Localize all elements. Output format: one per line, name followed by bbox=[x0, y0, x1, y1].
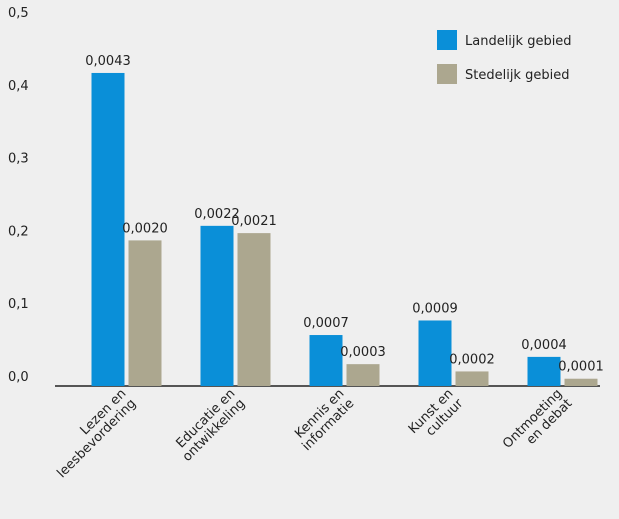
legend-label: Stedelijk gebied bbox=[465, 68, 569, 83]
y-tick-label: 0,1 bbox=[8, 297, 29, 312]
value-label: 0,0022 bbox=[194, 207, 240, 222]
x-tick-label: Lezen enleesbevordering bbox=[45, 386, 140, 481]
bar bbox=[200, 225, 234, 386]
bar bbox=[564, 378, 598, 386]
value-label: 0,0003 bbox=[340, 345, 386, 360]
y-tick-label: 0,3 bbox=[8, 152, 29, 167]
bar bbox=[309, 335, 343, 386]
legend-swatch bbox=[437, 30, 457, 50]
bar bbox=[455, 371, 489, 386]
legend-label: Landelijk gebied bbox=[465, 34, 572, 49]
value-label: 0,0021 bbox=[231, 214, 277, 229]
value-label: 0,0002 bbox=[449, 352, 495, 367]
value-label: 0,0007 bbox=[303, 316, 349, 331]
value-label: 0,0004 bbox=[521, 338, 567, 353]
bar bbox=[128, 240, 162, 386]
x-tick-label: Kunst encultuur bbox=[406, 386, 467, 447]
x-tick-label: Educatie enontwikkeling bbox=[170, 386, 248, 464]
value-label: 0,0043 bbox=[85, 54, 131, 69]
value-label: 0,0020 bbox=[122, 221, 168, 236]
x-tick-label: Ontmoetingen debat bbox=[500, 386, 575, 461]
value-label: 0,0009 bbox=[412, 301, 458, 316]
y-tick-label: 0,2 bbox=[8, 224, 29, 239]
y-tick-label: 0,0 bbox=[8, 370, 29, 385]
legend-swatch bbox=[437, 64, 457, 84]
value-label: 0,0001 bbox=[558, 360, 604, 375]
bar bbox=[527, 356, 561, 386]
bar bbox=[237, 233, 271, 386]
bar bbox=[91, 72, 125, 387]
x-tick-label: Kennis eninformatie bbox=[290, 386, 358, 454]
y-tick-label: 0,5 bbox=[8, 6, 29, 21]
y-tick-label: 0,4 bbox=[8, 79, 29, 94]
bar bbox=[418, 320, 452, 386]
bar bbox=[346, 364, 380, 386]
